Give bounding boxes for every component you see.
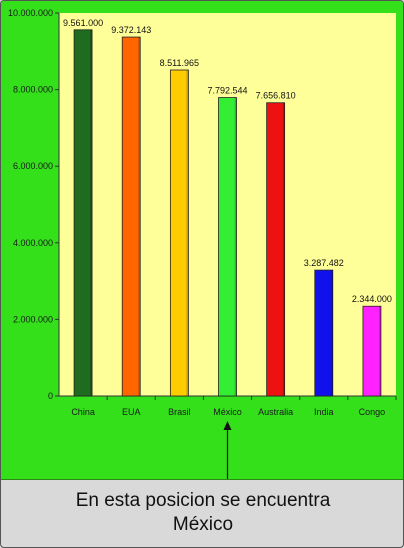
- bar-shade: [234, 97, 237, 396]
- y-tick-label: 2.000.000: [13, 314, 53, 324]
- data-label: 8.511.965: [160, 58, 199, 68]
- caption-line-1: En esta posicion se encuentra: [75, 490, 331, 511]
- bar-shade: [186, 69, 189, 397]
- x-category-label: México: [213, 407, 242, 417]
- data-label: 7.656.810: [256, 91, 296, 101]
- x-category-label: China: [71, 407, 95, 417]
- caption-line-2: México: [172, 514, 234, 535]
- chart-area: 0 2.000.000 4.000.000 6.000.000 8.000.000 10.…: [1, 1, 403, 480]
- x-category-label: Congo: [359, 407, 386, 417]
- data-label: 9.561.000: [63, 18, 103, 28]
- bar-eua: [121, 36, 141, 397]
- bar-shade: [90, 29, 93, 397]
- data-label: 9.372.143: [111, 25, 151, 35]
- x-category-label: Australia: [258, 407, 293, 417]
- y-tick-label: 4.000.000: [13, 238, 53, 248]
- y-tick-label: 6.000.000: [13, 161, 53, 171]
- y-tick-label: 10.000.000: [8, 8, 53, 18]
- bar-china: [73, 29, 93, 397]
- bar-australia: [266, 102, 286, 397]
- bar-shade: [378, 306, 381, 396]
- annotation-arrow-head: [223, 421, 232, 430]
- caption: En esta posicion se encuentra México: [1, 489, 403, 537]
- data-label: 3.287.482: [304, 258, 344, 268]
- bar-shade: [282, 102, 285, 397]
- bar-brasil: [169, 69, 189, 397]
- x-category-label: India: [314, 407, 334, 417]
- bar-shade: [138, 37, 141, 396]
- bar-shade: [330, 270, 333, 396]
- x-category-label: Brasil: [168, 407, 191, 417]
- data-label: 2.344.000: [352, 294, 392, 304]
- bar-méxico: [218, 97, 237, 397]
- bar-chart: 0 2.000.000 4.000.000 6.000.000 8.000.000 10.…: [8, 8, 397, 479]
- x-category-label: EUA: [122, 407, 141, 417]
- bar-congo: [362, 305, 382, 397]
- bar-india: [314, 269, 334, 397]
- y-tick-label: 0: [48, 391, 53, 401]
- data-label: 7.792.544: [207, 86, 247, 96]
- y-tick-label: 8.000.000: [13, 85, 53, 95]
